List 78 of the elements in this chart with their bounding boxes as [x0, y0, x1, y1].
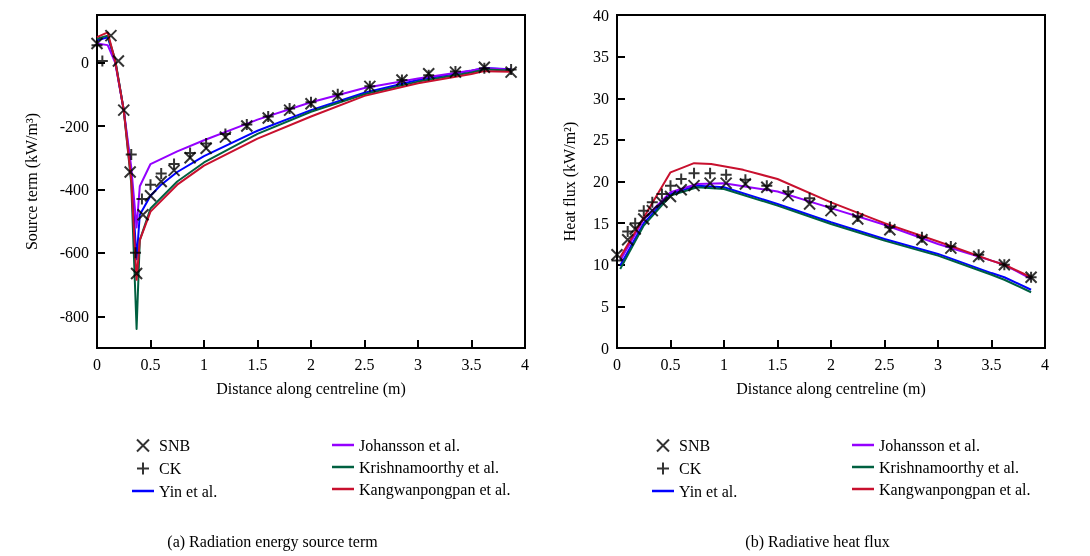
y-tick-label: -400 [59, 180, 89, 198]
legend-label: Kangwanpongpan et al. [879, 480, 1031, 499]
x-tick-label: 3 [414, 355, 422, 373]
point [803, 191, 817, 205]
x-tick-label: 4 [521, 355, 529, 373]
point [136, 208, 150, 222]
y-tick-label: -600 [59, 244, 89, 262]
y-tick-label: 0 [81, 54, 89, 72]
point [621, 233, 635, 247]
point [703, 166, 717, 180]
point [199, 141, 213, 155]
text: (a) Radiation energy source term [167, 532, 379, 551]
x-tick-label: 3 [934, 355, 942, 373]
text: (b) Radiative heat flux [745, 532, 890, 551]
legend-label: SNB [679, 437, 711, 454]
point [738, 173, 752, 187]
point [104, 29, 118, 43]
line-series [96, 42, 513, 229]
y-tick-label: 25 [593, 131, 609, 149]
x-tick-label: 0.5 [660, 355, 681, 373]
x-tick-label: 1 [720, 355, 728, 373]
point [199, 136, 213, 150]
point [824, 204, 838, 218]
x-tick-label: 1.5 [247, 355, 268, 373]
point [703, 176, 717, 190]
legend-label: Yin et al. [159, 482, 218, 500]
point [781, 184, 795, 198]
x-tick-label: 2 [827, 355, 835, 373]
y-tick-label: -200 [59, 117, 89, 135]
y-tick-label: 40 [593, 6, 609, 24]
y-axis-title: Source term (kW/m³) [22, 112, 41, 251]
legend-label: Kangwanpongpan et al. [359, 480, 511, 499]
x-tick-label: 1.5 [767, 355, 788, 373]
legend-label: Krishnamoorthy et al. [879, 458, 1019, 477]
legend-label: Johansson et al. [359, 436, 460, 454]
x-axis-title: Distance along centreline (m) [736, 379, 926, 398]
point [781, 189, 795, 203]
point [111, 54, 125, 68]
y-tick-label: 5 [601, 297, 609, 315]
x-tick-label: 0 [93, 355, 101, 373]
y-axis-title: Heat flux (kW/m²) [560, 121, 579, 242]
point [719, 168, 733, 182]
legend-label: CK [159, 460, 182, 477]
x-tick-label: 3.5 [981, 355, 1002, 373]
point [687, 166, 701, 180]
point [117, 103, 131, 117]
legend-label: Krishnamoorthy et al. [359, 458, 499, 477]
x-tick-label: 3.5 [461, 355, 482, 373]
x-tick-label: 2.5 [874, 355, 895, 373]
y-tick-label: 15 [593, 214, 609, 232]
point [610, 248, 624, 262]
legend-label: CK [679, 460, 702, 477]
point [738, 177, 752, 191]
x-tick-label: 0 [613, 355, 621, 373]
x-tick-label: 0.5 [140, 355, 161, 373]
point [183, 151, 197, 165]
x-tick-label: 2 [307, 355, 315, 373]
y-tick-label: 10 [593, 256, 609, 274]
point [130, 266, 144, 280]
x-axis-title: Distance along centreline (m) [216, 379, 406, 398]
y-tick-label: 35 [593, 48, 609, 66]
y-tick-label: 20 [593, 173, 609, 190]
y-tick-label: 30 [593, 89, 609, 107]
point [129, 246, 143, 260]
point [124, 148, 138, 162]
x-tick-label: 2.5 [354, 355, 375, 373]
y-tick-label: 0 [601, 339, 609, 357]
point [645, 195, 659, 209]
x-tick-label: 4 [1041, 355, 1049, 373]
point [803, 197, 817, 211]
legend-label: SNB [159, 437, 191, 454]
legend-label: Yin et al. [679, 482, 738, 500]
point [719, 176, 733, 190]
point [123, 165, 137, 179]
y-tick-label: -800 [59, 307, 89, 325]
x-tick-label: 1 [200, 355, 208, 373]
point [655, 195, 669, 209]
legend-label: Johansson et al. [879, 436, 980, 454]
